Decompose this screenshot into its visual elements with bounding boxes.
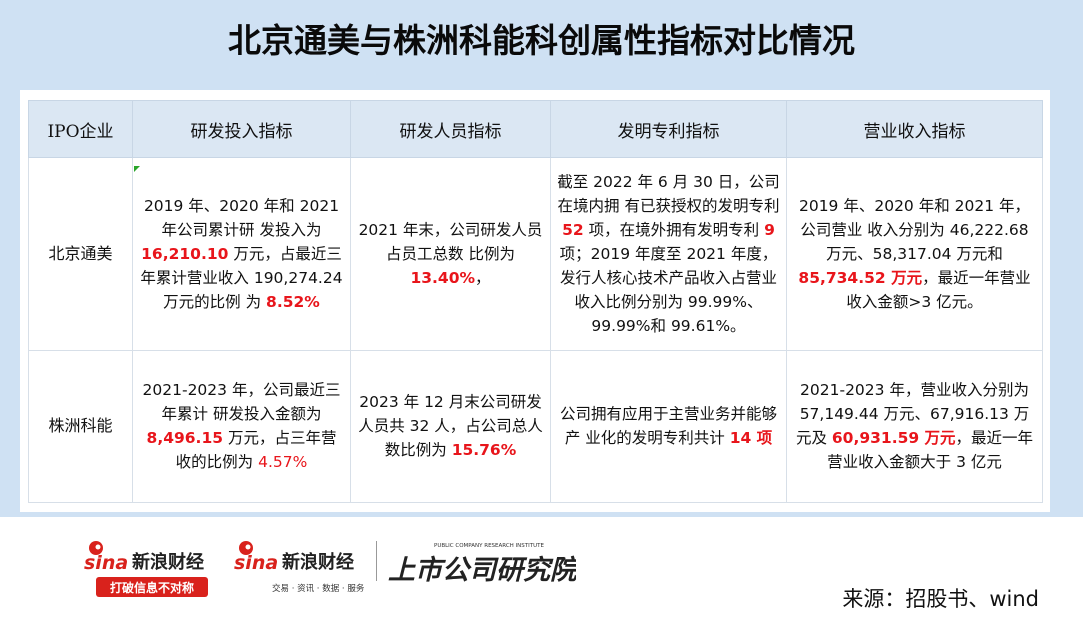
- rd-staff-cell: 2023 年 12 月末公司研发人员共 32 人，占公司总人数比例为 15.76…: [350, 349, 551, 504]
- sina-finance-logo-2: sina 新浪财经 交易 · 资讯 · 数据 · 服务: [234, 541, 365, 594]
- logo-en-text: PUBLIC COMPANY RESEARCH INSTITUTE: [434, 543, 545, 549]
- cell-text: 2023 年 12 月末公司研发人员共 32 人，占公司总人数比例为: [358, 393, 543, 460]
- patents-cell: 截至 2022 年 6 月 30 日，公司在境内拥 有已获授权的发明专利 52 …: [550, 157, 787, 351]
- cell-corner-marker: [134, 166, 140, 172]
- cell-text: ，最近一年营业收入金额大于 3 亿元: [827, 429, 1034, 472]
- patents-cell: 公司拥有应用于主营业务并能够产 业化的发明专利共计 14 项: [550, 349, 787, 504]
- highlight-value: 8,496.15: [146, 429, 224, 448]
- highlight-value: 8.52%: [266, 292, 320, 311]
- company-name: 株洲科能: [28, 349, 133, 504]
- logo-tagline-text: 交易 · 资讯 · 数据 · 服务: [272, 583, 365, 594]
- cell-text: 项；2019 年度至 2021 年度，发行人核心技术产品收入占营业 收入比例分别…: [559, 244, 778, 335]
- highlight-value: 13.40%: [410, 268, 476, 287]
- cell-text: 公司拥有应用于主营业务并能够产 业化的发明专利共计: [559, 405, 777, 448]
- cell-text: 2021 年末，公司研发人员占员工总数 比例为: [358, 220, 543, 263]
- comparison-table: IPO企业 研发投入指标 研发人员指标 发明专利指标 营业收入指标 北京通美 2…: [28, 100, 1043, 504]
- header-company: IPO企业: [28, 100, 133, 158]
- logo-slogan-text: 打破信息不对称: [110, 580, 194, 595]
- cell-text: ，: [475, 268, 491, 287]
- highlight-value: 85,734.52 万元: [798, 268, 923, 287]
- cell-text: 2019 年、2020 年和 2021 年，公司营业 收入分别为 46,222.…: [798, 196, 1031, 263]
- header-revenue: 营业收入指标: [786, 100, 1043, 158]
- footer: sina 新浪财经 打破信息不对称 sina 新浪财经 交易 · 资讯 · 数据…: [0, 517, 1083, 617]
- cell-text: 2019 年、2020 年和 2021 年公司累计研 发投入为: [143, 196, 340, 239]
- highlight-value: 15.76%: [451, 441, 517, 460]
- highlight-value: 4.57%: [258, 453, 308, 472]
- logo-divider: [376, 541, 377, 581]
- logo-sina-text: sina: [84, 552, 128, 574]
- table-header-row: IPO企业 研发投入指标 研发人员指标 发明专利指标 营业收入指标: [28, 100, 1043, 158]
- comparison-table-frame: IPO企业 研发投入指标 研发人员指标 发明专利指标 营业收入指标 北京通美 2…: [20, 90, 1050, 512]
- cell-text: 2021-2023 年，营业收入分别为 57,149.44 万元、67,916.…: [795, 381, 1030, 448]
- cell-text: 截至 2022 年 6 月 30 日，公司在境内拥 有已获授权的发明专利: [557, 172, 780, 215]
- logo-sina-text: sina: [234, 552, 278, 574]
- logo-slogan-bar: [96, 577, 208, 597]
- rd-investment-cell: 2019 年、2020 年和 2021 年公司累计研 发投入为 16,210.10…: [132, 157, 351, 351]
- header-patents: 发明专利指标: [550, 100, 787, 158]
- table-row-beijing-tongmei: 北京通美 2019 年、2020 年和 2021 年公司累计研 发投入为 16,2…: [28, 157, 1043, 351]
- sina-finance-logo: sina 新浪财经 打破信息不对称: [84, 541, 208, 597]
- cell-text: ，最近一年营业 收入金额>3 亿元。: [846, 268, 1031, 311]
- cell-text: 项，在境外拥有发明专利: [583, 220, 765, 239]
- header-rd-staff: 研发人员指标: [350, 100, 551, 158]
- highlight-value: 14 项: [729, 429, 773, 448]
- table-row-zhuzhou-keneng: 株洲科能 2021-2023 年，公司最近三年累计 研发投入金额为 8,496.…: [28, 349, 1043, 504]
- logo-name-text: 新浪财经: [132, 551, 204, 573]
- header-rd-investment: 研发投入指标: [132, 100, 351, 158]
- highlight-value: 9: [764, 220, 775, 239]
- rd-staff-cell: 2021 年末，公司研发人员占员工总数 比例为 13.40%，: [350, 157, 551, 351]
- logo-name-text: 新浪财经: [282, 551, 354, 573]
- research-institute-logo: PUBLIC COMPANY RESEARCH INSTITUTE 上市公司研究…: [388, 543, 576, 585]
- page-title: 北京通美与株洲科能科创属性指标对比情况: [228, 21, 855, 60]
- revenue-cell: 2021-2023 年，营业收入分别为 57,149.44 万元、67,916.…: [786, 349, 1043, 504]
- highlight-value: 60,931.59 万元: [831, 429, 956, 448]
- cell-text: 2021-2023 年，公司最近三年累计 研发投入金额为: [142, 381, 341, 424]
- source-note: 来源：招股书、wind: [842, 587, 1039, 611]
- cell-text: 万元，占最近三年累计营业收入 190,274.24 万元的比例 为: [140, 244, 343, 311]
- logo-cn-text: 上市公司研究院: [388, 555, 576, 585]
- highlight-value: 52: [562, 220, 584, 239]
- revenue-cell: 2019 年、2020 年和 2021 年，公司营业 收入分别为 46,222.…: [786, 157, 1043, 351]
- cell-text: 万元，占三年营收的比例为: [175, 429, 337, 472]
- highlight-value: 16,210.10: [141, 244, 229, 263]
- rd-investment-cell: 2021-2023 年，公司最近三年累计 研发投入金额为 8,496.15 万元…: [132, 349, 351, 504]
- company-name: 北京通美: [28, 157, 133, 351]
